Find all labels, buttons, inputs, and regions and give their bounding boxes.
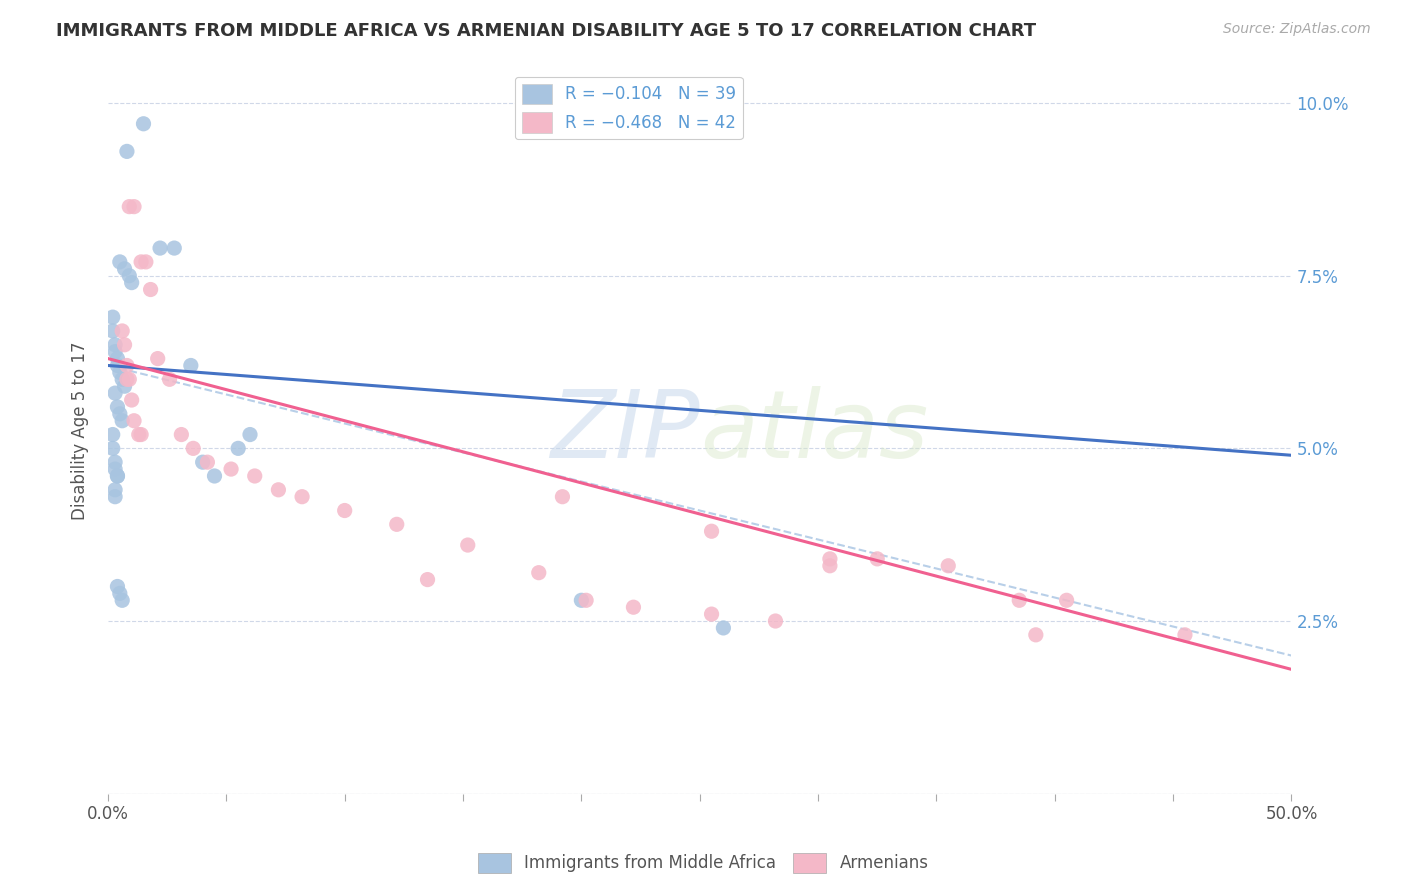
Point [101,324,124,338]
Point [1174,628,1197,642]
Point [132,117,155,131]
Point [267,483,290,497]
Point [129,255,152,269]
Point [107,351,129,366]
Point [170,427,193,442]
Point [139,283,162,297]
Point [1056,593,1078,607]
Point [623,600,645,615]
Point [936,558,959,573]
Text: Source: ZipAtlas.com: Source: ZipAtlas.com [1223,22,1371,37]
Point [163,241,186,255]
Point [122,200,145,214]
Point [219,462,242,476]
Point [765,614,787,628]
Point [115,145,138,159]
Point [866,552,889,566]
Point [107,469,129,483]
Point [416,573,439,587]
Point [333,503,356,517]
Point [121,276,143,290]
Point [104,462,127,476]
Point [181,442,204,456]
Y-axis label: Disability Age 5 to 17: Disability Age 5 to 17 [72,342,89,520]
Point [108,255,131,269]
Point [111,414,134,428]
Text: ZIP: ZIP [550,385,700,476]
Point [118,200,141,214]
Point [385,517,408,532]
Point [129,427,152,442]
Point [104,483,127,497]
Point [575,593,598,607]
Point [101,427,124,442]
Text: IMMIGRANTS FROM MIDDLE AFRICA VS ARMENIAN DISABILITY AGE 5 TO 17 CORRELATION CHA: IMMIGRANTS FROM MIDDLE AFRICA VS ARMENIA… [56,22,1036,40]
Point [135,255,157,269]
Point [128,427,150,442]
Point [239,427,262,442]
Point [114,261,136,276]
Point [114,379,136,393]
Point [104,455,127,469]
Point [101,310,124,325]
Point [291,490,314,504]
Point [111,324,134,338]
Point [818,558,841,573]
Point [713,621,735,635]
Point [101,442,124,456]
Point [115,372,138,386]
Point [108,586,131,600]
Point [108,407,131,421]
Point [122,414,145,428]
Point [527,566,550,580]
Point [107,400,129,414]
Point [700,607,723,621]
Point [146,351,169,366]
Point [457,538,479,552]
Point [204,469,226,483]
Point [104,344,127,359]
Point [700,524,723,539]
Point [243,469,266,483]
Point [197,455,219,469]
Point [149,241,172,255]
Point [107,579,129,593]
Point [191,455,214,469]
Point [107,469,129,483]
Point [121,392,143,407]
Point [118,372,141,386]
Legend: R = −0.104   N = 39, R = −0.468   N = 42: R = −0.104 N = 39, R = −0.468 N = 42 [515,77,742,139]
Legend: Immigrants from Middle Africa, Armenians: Immigrants from Middle Africa, Armenians [471,847,935,880]
Text: atlas: atlas [700,385,928,476]
Point [818,552,841,566]
Point [551,490,574,504]
Point [1008,593,1031,607]
Point [114,338,136,352]
Point [104,386,127,401]
Point [1025,628,1047,642]
Point [104,490,127,504]
Point [108,365,131,379]
Point [111,593,134,607]
Point [111,372,134,386]
Point [104,338,127,352]
Point [107,359,129,373]
Point [118,268,141,283]
Point [159,372,181,386]
Point [180,359,202,373]
Point [115,359,138,373]
Point [569,593,592,607]
Point [226,442,249,456]
